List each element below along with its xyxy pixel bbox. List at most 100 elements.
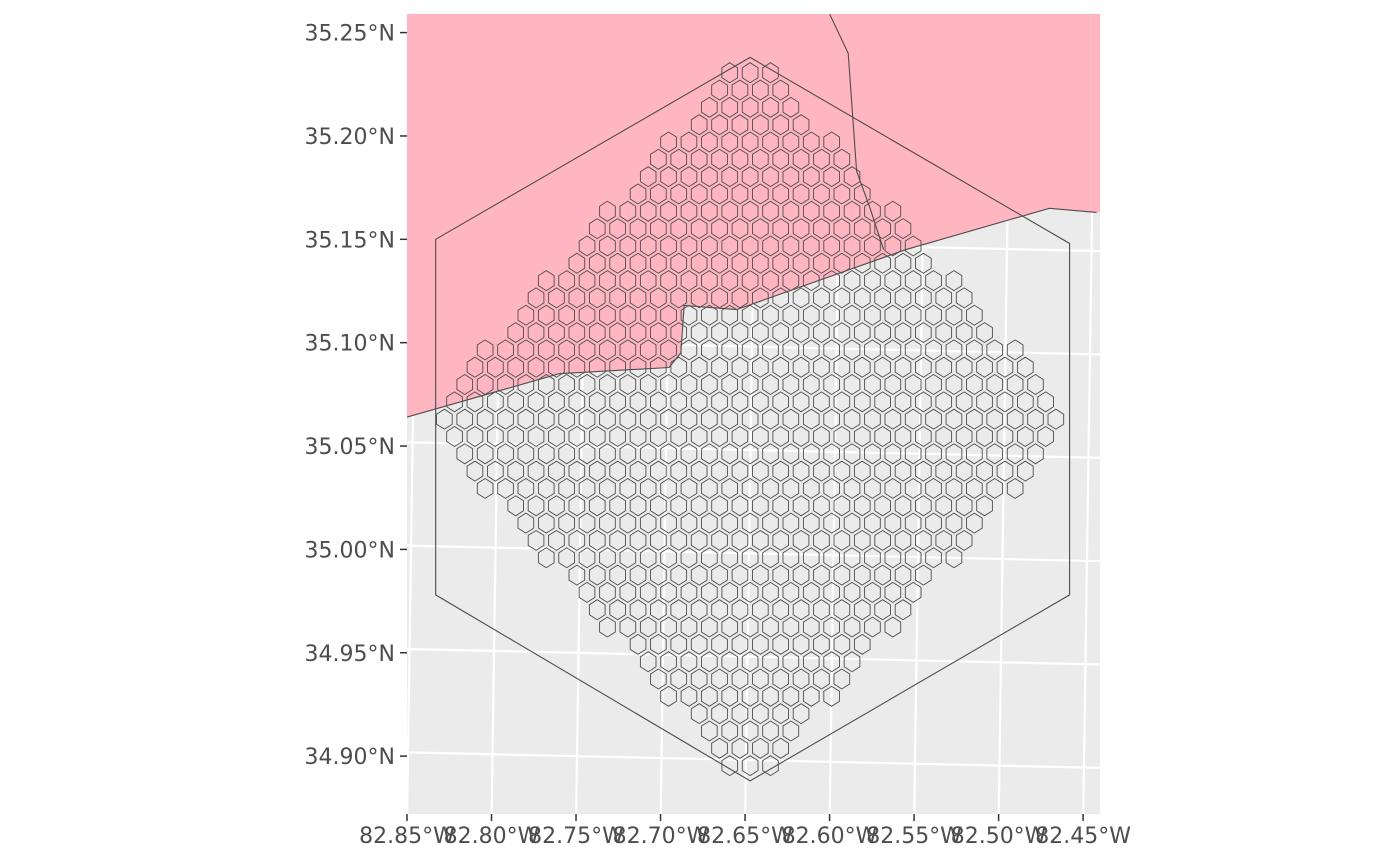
- hex-cell: [833, 668, 851, 690]
- hex-cell: [772, 79, 789, 101]
- hex-cell: [660, 443, 677, 465]
- hex-cell: [680, 304, 698, 326]
- hex-cell: [762, 339, 779, 361]
- hex-cell: [660, 547, 677, 569]
- hex-cell: [711, 599, 728, 621]
- hex-cell: [599, 304, 616, 326]
- hex-cell: [823, 408, 840, 430]
- hex-cell: [690, 460, 708, 482]
- hex-cell: [802, 651, 820, 673]
- hex-cell: [813, 218, 830, 240]
- hex-cell: [660, 581, 677, 603]
- hex-cell: [690, 252, 708, 274]
- hex-cell: [823, 270, 840, 292]
- hex-cell: [639, 339, 657, 361]
- hex-cell: [833, 599, 851, 621]
- hex-cell: [782, 96, 800, 118]
- hex-cell: [599, 270, 616, 292]
- hex-cell: [721, 166, 739, 188]
- hex-cell: [904, 408, 922, 430]
- hex-cell: [537, 408, 555, 430]
- hex-cell: [690, 391, 708, 413]
- x-tick-label: 82.85°W: [359, 824, 455, 849]
- hex-cell: [772, 114, 789, 136]
- hex-cell: [731, 564, 749, 586]
- hex-cell: [650, 633, 667, 655]
- hex-cell: [558, 270, 575, 292]
- hex-cell: [701, 581, 718, 603]
- hex-cell: [731, 183, 749, 205]
- hex-cell: [568, 287, 586, 309]
- hex-cell: [711, 218, 728, 240]
- hex-cell: [639, 270, 657, 292]
- hex-cell: [670, 495, 688, 517]
- hex-cell: [945, 373, 963, 396]
- hex-cell: [935, 529, 953, 551]
- hex-cell: [731, 703, 749, 725]
- hex-cell: [568, 252, 586, 274]
- hex-cell: [915, 564, 932, 586]
- hex-cell: [527, 391, 545, 413]
- hex-cell: [884, 304, 902, 326]
- hex-cell: [762, 477, 779, 499]
- hex-cell: [507, 425, 524, 448]
- hex-cell: [741, 616, 759, 638]
- hex-cell: [670, 356, 688, 378]
- hex-cell: [690, 599, 708, 621]
- hex-cell: [945, 304, 963, 326]
- hex-cell: [527, 322, 545, 344]
- hex-cell: [752, 495, 769, 517]
- hex-cell: [935, 425, 953, 448]
- hex-cell: [752, 356, 769, 378]
- hex-cell: [701, 96, 718, 118]
- hex-cell: [813, 668, 830, 690]
- hex-cell: [609, 425, 626, 448]
- hex-cell: [517, 373, 535, 396]
- hex-cell: [578, 270, 596, 292]
- hex-cell: [537, 477, 555, 499]
- hex-cell: [864, 200, 881, 222]
- hex-cell: [843, 373, 861, 396]
- hex-cell: [527, 356, 545, 378]
- hex-cell: [558, 304, 575, 326]
- hex-cell: [874, 218, 891, 240]
- hex-cell: [548, 460, 565, 482]
- hex-cell: [894, 599, 912, 621]
- hex-cell: [629, 460, 647, 482]
- hex-cell: [619, 339, 637, 361]
- hex-cell: [619, 304, 637, 326]
- hex-cell: [456, 373, 474, 396]
- hex-cell: [711, 183, 728, 205]
- hex-cell: [497, 408, 514, 430]
- hex-cell: [884, 235, 902, 257]
- hex-cell: [690, 703, 708, 725]
- hex-cell: [476, 443, 494, 465]
- hex-cell: [813, 183, 830, 205]
- hex-cell: [578, 547, 596, 569]
- hex-cell: [843, 512, 861, 534]
- hex-cell: [650, 322, 667, 344]
- hex-cell: [568, 564, 586, 586]
- hex-cell: [853, 252, 871, 274]
- hex-cell: [639, 304, 657, 326]
- hex-cell: [721, 685, 739, 707]
- hex-cell: [762, 512, 779, 534]
- hex-cell: [894, 356, 912, 378]
- hex-cell: [568, 391, 586, 413]
- hex-cell: [986, 443, 1004, 465]
- hex-cell: [813, 356, 830, 378]
- hex-cell: [568, 322, 586, 344]
- hex-cell: [650, 252, 667, 274]
- hex-cell: [741, 235, 759, 257]
- hex-cell: [670, 322, 688, 344]
- hex-cell: [813, 252, 830, 274]
- hex-cell: [741, 720, 759, 742]
- hex-cell: [955, 391, 973, 413]
- hex-cell: [894, 564, 912, 586]
- hex-cell: [884, 408, 902, 430]
- hex-cell: [843, 270, 861, 292]
- hex-cell: [670, 148, 688, 170]
- hex-cell: [1017, 356, 1034, 378]
- hex-cell: [741, 547, 759, 569]
